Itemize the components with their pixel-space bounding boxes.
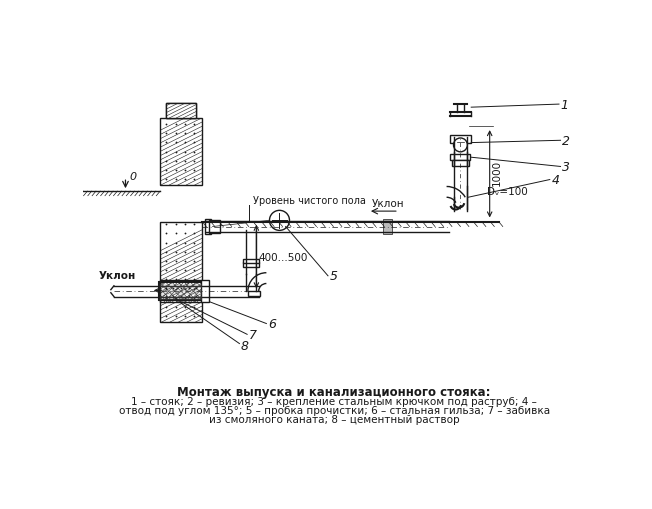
Text: 0: 0 xyxy=(129,172,136,181)
Text: 400...500: 400...500 xyxy=(259,252,308,262)
Text: Уклон: Уклон xyxy=(372,199,404,209)
Text: отвод под углом 135°; 5 – пробка прочистки; 6 – стальная гильза; 7 – забивка: отвод под углом 135°; 5 – пробка прочист… xyxy=(119,405,550,415)
Bar xyxy=(248,292,260,296)
Text: 8: 8 xyxy=(241,339,249,352)
Bar xyxy=(160,119,203,186)
Bar xyxy=(243,263,259,267)
Bar xyxy=(452,161,469,167)
Text: 7: 7 xyxy=(248,328,257,341)
Circle shape xyxy=(454,138,467,153)
Bar xyxy=(160,281,203,302)
Text: 1 – стояк; 2 – ревизия; 3 – крепление стальным крючком под раструб; 4 –: 1 – стояк; 2 – ревизия; 3 – крепление ст… xyxy=(131,396,537,406)
Bar xyxy=(205,219,211,235)
Text: 6: 6 xyxy=(268,318,276,330)
Text: 5: 5 xyxy=(329,270,338,282)
Bar xyxy=(383,219,392,235)
Text: 3: 3 xyxy=(562,161,570,174)
Text: Dᵥ=100: Dᵥ=100 xyxy=(488,187,528,196)
Bar xyxy=(451,155,471,161)
Bar xyxy=(209,221,220,233)
Text: Уровень чистого пола: Уровень чистого пола xyxy=(252,195,365,206)
Bar xyxy=(201,281,209,302)
Bar xyxy=(166,103,196,119)
Bar xyxy=(160,222,203,322)
Text: 2: 2 xyxy=(562,134,570,148)
Bar xyxy=(158,282,204,301)
Text: 4: 4 xyxy=(552,174,559,187)
Text: Монтаж выпуска и канализационного стояка:: Монтаж выпуска и канализационного стояка… xyxy=(177,385,491,399)
Bar xyxy=(166,103,196,119)
Text: из смоляного каната; 8 – цементный раствор: из смоляного каната; 8 – цементный раств… xyxy=(209,415,460,425)
Text: 1000: 1000 xyxy=(492,159,502,186)
Bar xyxy=(243,260,259,264)
Text: Уклон: Уклон xyxy=(98,271,136,281)
Bar xyxy=(450,135,471,144)
Text: 1: 1 xyxy=(561,98,569,111)
